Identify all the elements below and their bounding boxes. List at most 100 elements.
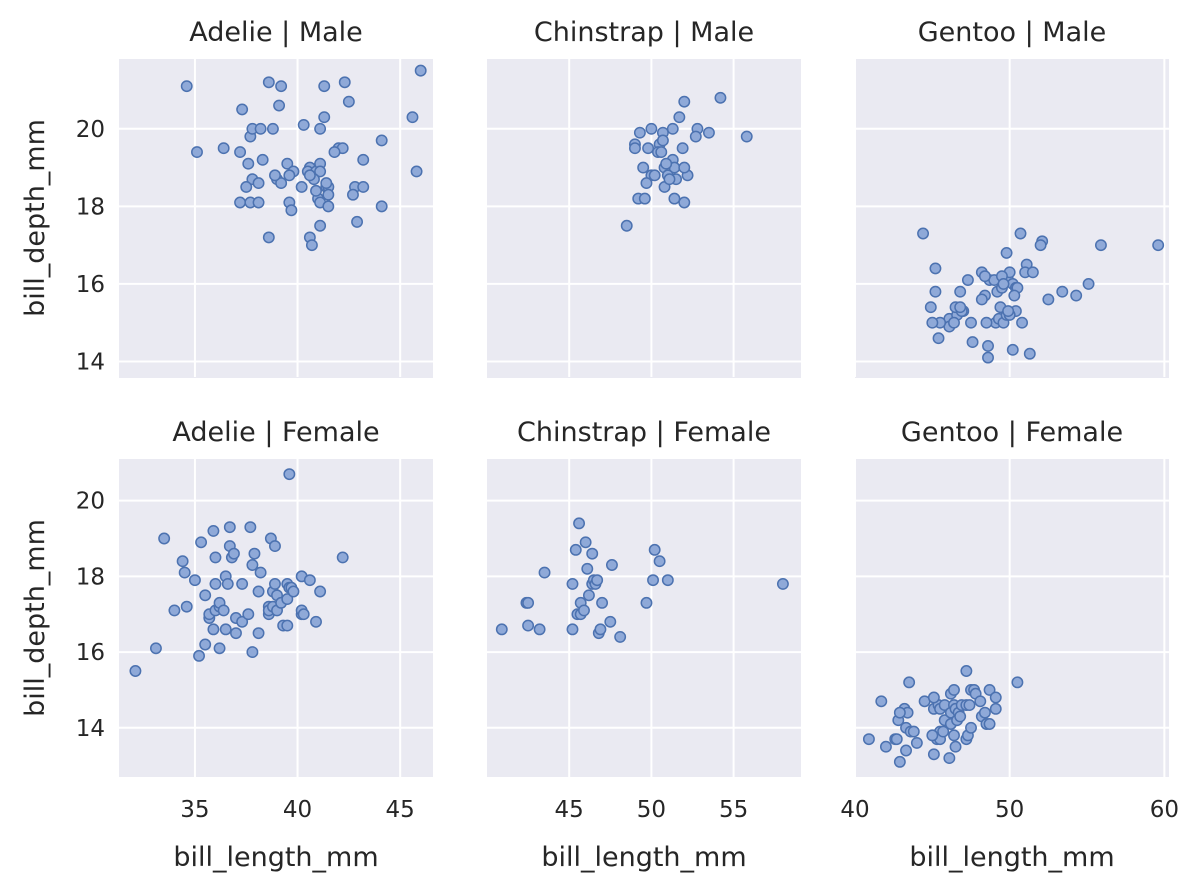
data-point xyxy=(668,192,681,205)
data-point xyxy=(209,577,222,590)
data-point xyxy=(663,173,676,186)
data-point xyxy=(314,122,327,135)
data-point xyxy=(645,122,658,135)
data-point xyxy=(242,157,255,170)
data-point xyxy=(566,577,579,590)
data-point xyxy=(965,316,977,329)
data-point xyxy=(219,623,232,636)
data-point xyxy=(1042,293,1055,306)
panel-background xyxy=(119,459,433,777)
data-point xyxy=(890,733,903,746)
data-point xyxy=(252,585,265,598)
y-tick-label: 20 xyxy=(76,489,105,515)
y-tick-label: 14 xyxy=(76,716,105,742)
x-tick-label: 40 xyxy=(840,797,869,823)
data-point xyxy=(347,188,359,201)
data-point xyxy=(689,130,702,143)
data-point xyxy=(1026,266,1039,279)
data-point xyxy=(1006,343,1019,356)
data-point xyxy=(879,740,892,753)
panel-chinstrap-male: Chinstrap | Male xyxy=(487,17,801,383)
data-point xyxy=(862,733,875,746)
data-point xyxy=(262,76,275,89)
panel-title: Gentoo | Female xyxy=(901,417,1123,448)
data-point xyxy=(522,619,535,632)
data-point xyxy=(269,540,281,553)
data-point xyxy=(213,642,226,655)
data-point xyxy=(223,521,236,534)
data-point xyxy=(927,748,940,761)
data-point xyxy=(281,157,294,170)
data-point xyxy=(974,695,987,708)
data-point xyxy=(1070,289,1083,302)
data-point xyxy=(678,161,691,174)
data-point xyxy=(410,165,423,178)
data-point xyxy=(673,111,686,124)
data-point xyxy=(661,574,674,587)
data-point xyxy=(1094,239,1107,252)
data-point xyxy=(236,577,249,590)
data-point xyxy=(579,536,592,549)
data-point xyxy=(310,184,322,197)
data-point xyxy=(1152,239,1165,252)
data-point xyxy=(1056,285,1069,298)
data-point xyxy=(297,608,310,621)
data-point xyxy=(591,574,604,587)
x-tick-label: 50 xyxy=(995,797,1024,823)
data-point xyxy=(989,691,1002,704)
data-point xyxy=(740,130,753,143)
panel-title: Chinstrap | Male xyxy=(534,17,754,48)
data-point xyxy=(158,532,171,545)
data-point xyxy=(655,146,668,159)
data-point xyxy=(336,551,349,564)
data-point xyxy=(893,755,906,768)
data-point xyxy=(714,91,727,104)
data-point xyxy=(236,615,249,628)
data-point xyxy=(273,99,286,112)
data-point xyxy=(234,196,247,209)
panel-background xyxy=(855,59,1169,377)
data-point xyxy=(702,126,715,139)
data-point xyxy=(1002,305,1015,318)
data-point xyxy=(310,615,322,628)
panel-title: Adelie | Female xyxy=(172,417,379,448)
data-point xyxy=(328,146,341,159)
data-point xyxy=(983,683,996,696)
data-point xyxy=(375,200,388,213)
data-point xyxy=(1000,246,1013,259)
x-tick-label: 55 xyxy=(719,797,748,823)
panel-adelie-female: Adelie | Female 35 40 45 14 16 18 20 xyxy=(76,417,433,823)
data-point xyxy=(533,623,546,636)
data-point xyxy=(168,604,181,617)
data-point xyxy=(927,691,940,704)
data-point xyxy=(252,627,265,640)
x-axis-label: bill_length_mm xyxy=(541,842,746,873)
y-axis-label: bill_depth_mm xyxy=(20,519,51,717)
data-point xyxy=(975,293,988,306)
data-point xyxy=(948,316,960,329)
data-point xyxy=(1016,316,1029,329)
data-point xyxy=(917,227,930,240)
data-point xyxy=(678,95,691,108)
x-tick-label: 60 xyxy=(1150,797,1179,823)
data-point xyxy=(283,468,296,481)
panel-title: Chinstrap | Female xyxy=(517,417,771,448)
data-point xyxy=(191,146,203,159)
data-point xyxy=(978,270,991,283)
data-point xyxy=(252,177,265,190)
data-point xyxy=(217,604,230,617)
data-point xyxy=(943,752,956,765)
data-point xyxy=(614,630,627,643)
data-point xyxy=(342,95,355,108)
data-point xyxy=(948,683,960,696)
data-point xyxy=(176,555,189,568)
data-point xyxy=(961,274,974,286)
data-point xyxy=(230,627,242,640)
data-point xyxy=(275,177,288,190)
x-axis-label: bill_length_mm xyxy=(173,842,378,873)
y-tick-label: 18 xyxy=(76,564,105,590)
data-point xyxy=(357,181,370,193)
data-point xyxy=(653,555,666,568)
data-point xyxy=(314,219,327,232)
data-point xyxy=(269,169,281,182)
